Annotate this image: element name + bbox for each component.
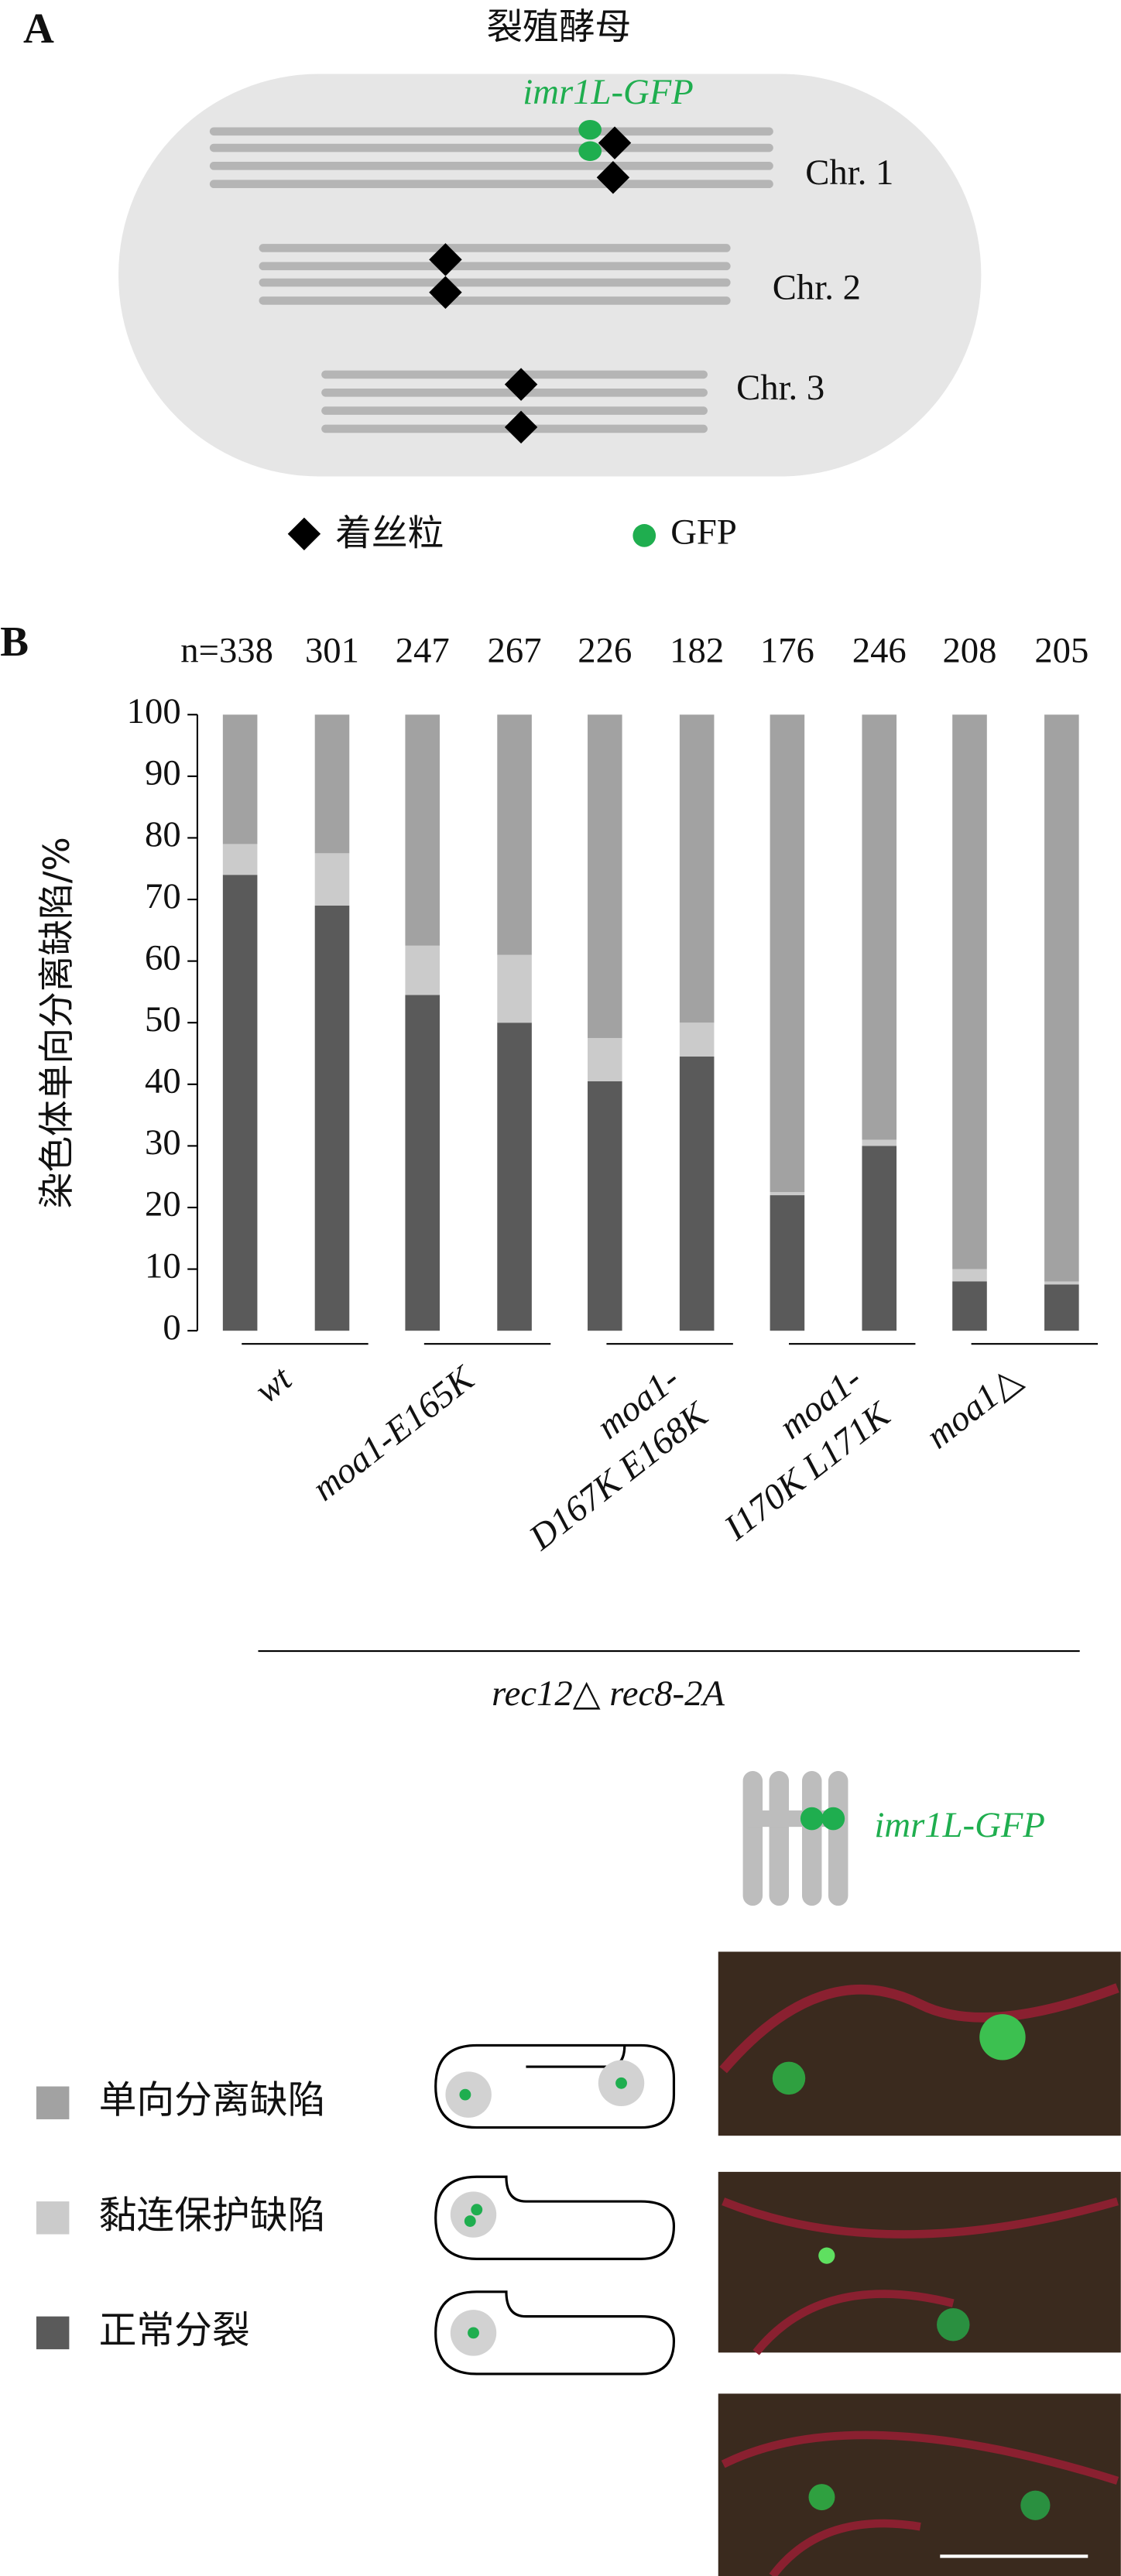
bar-segment — [497, 714, 532, 955]
y-tick-label: 70 — [145, 876, 181, 916]
y-axis-label: 染色体单向分离缺陷/% — [36, 837, 78, 1208]
group-label: moa1-E165K — [304, 1357, 482, 1509]
bar-segment — [588, 1081, 622, 1331]
chromosome-label: Chr. 2 — [773, 267, 861, 307]
bar-segment — [222, 844, 258, 875]
group-label: moa1-D167K E168K — [493, 1357, 717, 1558]
n-label: 182 — [670, 630, 724, 670]
micrographs — [718, 1951, 1121, 2576]
bar-segment — [222, 875, 258, 1331]
bar-segment — [679, 1057, 715, 1331]
bar-segment — [405, 995, 440, 1331]
chromosome-icon — [742, 1771, 848, 1906]
bar-segment — [679, 1023, 715, 1057]
gfp-label: imr1L-GFP — [523, 72, 693, 112]
legend-label: 黏连保护缺陷 — [99, 2193, 326, 2237]
legend-swatch — [36, 2201, 70, 2235]
gfp-dots — [578, 119, 602, 161]
group-label-line: wt — [247, 1358, 300, 1411]
bar-segment — [679, 714, 715, 1023]
legend-label: 单向分离缺陷 — [99, 2078, 326, 2122]
bar-segment — [314, 853, 350, 906]
group-label: moa1-I170K L171K — [687, 1357, 899, 1549]
group-label: moa1△ — [918, 1358, 1028, 1457]
n-label: 226 — [578, 630, 632, 670]
y-tick-label: 80 — [145, 814, 181, 855]
gfp-label: imr1L-GFP — [874, 1805, 1044, 1845]
bar-segment — [862, 714, 897, 1140]
n-label: 267 — [488, 630, 542, 670]
y-tick-label: 20 — [145, 1184, 181, 1225]
bar-segment — [497, 954, 532, 1023]
legend-swatch — [36, 2086, 70, 2119]
y-tick-label: 30 — [145, 1122, 181, 1163]
bar-segment — [952, 714, 987, 1269]
legend-centromere — [287, 517, 321, 551]
legend-label: 着丝粒 — [335, 512, 444, 554]
chromosome-label: Chr. 3 — [736, 368, 824, 408]
bar-segment — [314, 714, 350, 854]
gfp-dot — [800, 1807, 824, 1831]
bar-segment — [405, 714, 440, 946]
bar-segment — [1044, 1284, 1079, 1331]
bar-segment — [1044, 1281, 1079, 1285]
y-tick-label: 60 — [145, 937, 181, 978]
bar-segment — [1044, 714, 1079, 1282]
centromeres — [429, 126, 632, 444]
chromosome-label: Chr. 1 — [805, 152, 893, 193]
bar-segment — [405, 945, 440, 995]
bar-segment — [770, 1195, 805, 1331]
group-label-line: moa1△ — [918, 1358, 1028, 1457]
bar-segment — [862, 1146, 897, 1331]
y-tick-label: 0 — [163, 1307, 180, 1348]
bar-segment — [952, 1281, 987, 1331]
bar-segment — [862, 1139, 897, 1146]
y-tick-label: 90 — [145, 753, 181, 793]
n-label: 246 — [852, 630, 907, 670]
bar-segment — [497, 1023, 532, 1331]
y-tick-label: 100 — [127, 691, 181, 731]
n-label: n=338 — [180, 630, 273, 670]
bar-segment — [770, 714, 805, 1193]
n-label: 176 — [760, 630, 814, 670]
bar-segment — [222, 714, 258, 844]
bar-segment — [588, 1038, 622, 1081]
legend-label: 正常分裂 — [99, 2308, 250, 2352]
y-tick-label: 50 — [145, 999, 181, 1040]
bar-segment — [952, 1269, 987, 1282]
gfp-dot — [821, 1807, 845, 1831]
legend-swatch — [36, 2316, 70, 2350]
bar-segment — [770, 1192, 805, 1196]
legend-label: GFP — [670, 512, 737, 553]
panel-label: B — [0, 618, 29, 665]
legend-gfp — [632, 524, 656, 547]
y-tick-label: 40 — [145, 1061, 181, 1101]
genotype: rec12△ rec8-2A — [492, 1673, 725, 1714]
group-label: wt — [247, 1358, 300, 1411]
bar-segment — [314, 906, 350, 1331]
n-label: 247 — [396, 630, 450, 670]
nuclei — [445, 2060, 645, 2356]
panel-label: A — [23, 5, 54, 52]
panel-title: 裂殖酵母 — [486, 7, 631, 49]
n-label: 301 — [305, 630, 359, 670]
n-label: 205 — [1034, 630, 1088, 670]
group-label-line: moa1-E165K — [304, 1357, 482, 1509]
n-label: 208 — [942, 630, 996, 670]
bar-segment — [588, 714, 622, 1039]
y-tick-label: 10 — [145, 1245, 181, 1286]
